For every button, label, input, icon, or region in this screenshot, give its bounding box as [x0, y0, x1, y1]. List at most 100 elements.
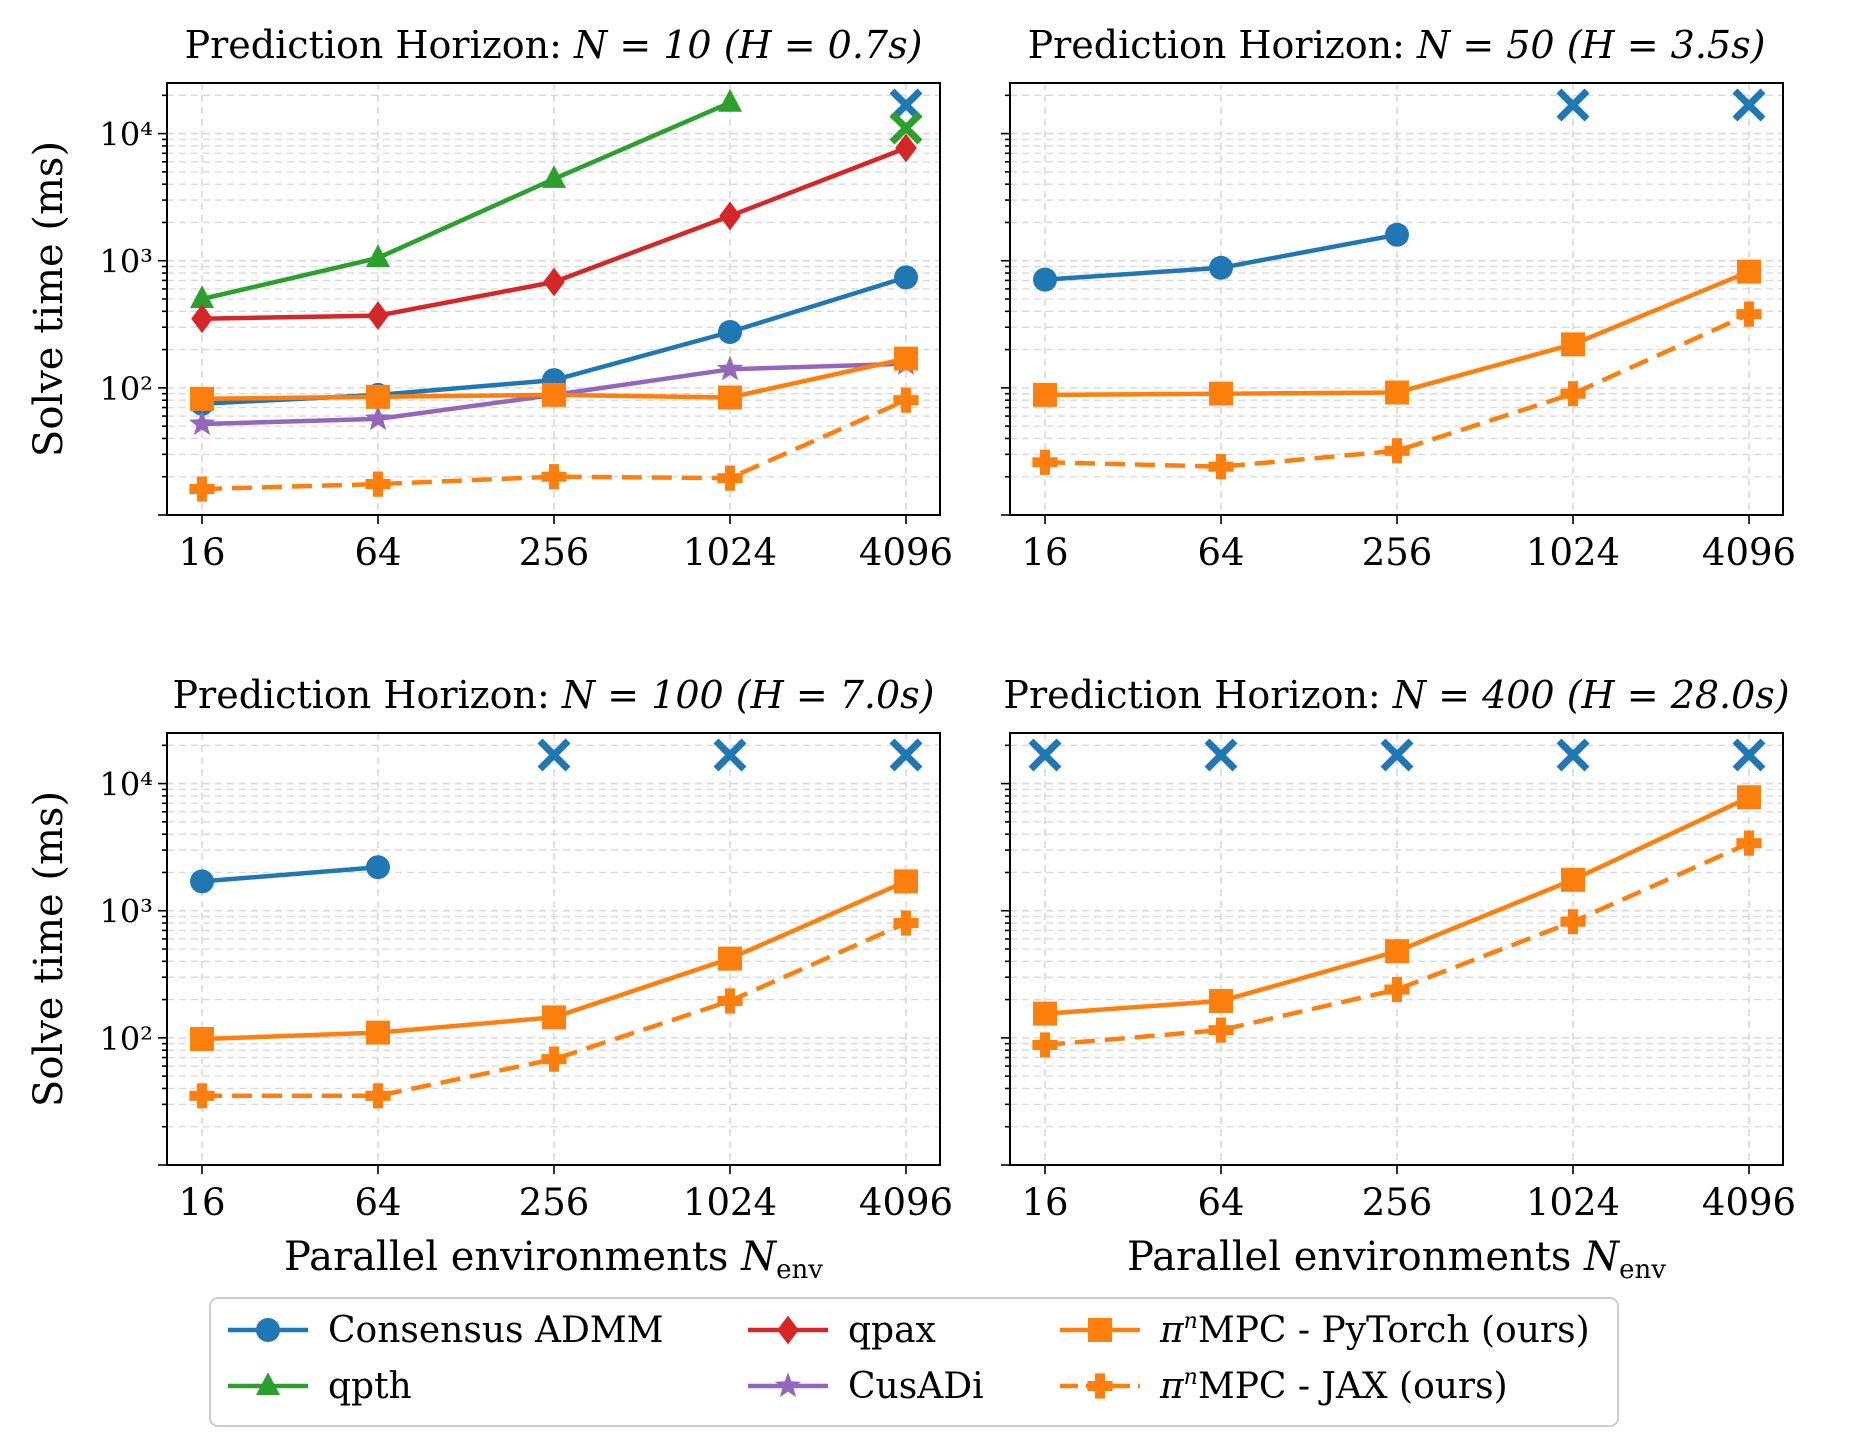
legend-label-text: MPC - JAX (ours) [1198, 1366, 1508, 1407]
legend-label-pi: π [1159, 1310, 1185, 1351]
x-tick-label: 16 [1021, 531, 1068, 574]
data-point [542, 165, 566, 188]
legend-item: CusADi [748, 1366, 984, 1407]
data-point [1561, 867, 1585, 892]
x-tick-label: 4096 [859, 531, 953, 574]
legend-marker [256, 1318, 280, 1342]
data-point [543, 267, 565, 297]
data-point [1385, 380, 1409, 405]
y-tick-label: 10⁴ [99, 766, 153, 804]
data-point [542, 382, 566, 407]
series-line [1044, 841, 1750, 1048]
x-label-sub: env [1619, 1255, 1666, 1285]
series-admm [1033, 88, 1766, 292]
data-point [893, 387, 919, 413]
legend-item: qpth [228, 1366, 412, 1407]
data-point [1033, 382, 1057, 407]
x-tick-label: 64 [1197, 1181, 1244, 1224]
data-point [366, 1020, 390, 1045]
fail-marker-stroke [537, 738, 571, 772]
title-prefix: Prediction Horizon: [1028, 23, 1417, 67]
legend-item: πnMPC - JAX (ours) [1060, 1365, 1508, 1407]
legend-marker [1088, 1318, 1112, 1342]
data-point [1560, 909, 1586, 935]
y-axis-label: Solve time (ms) [26, 141, 72, 457]
data-point [366, 244, 390, 268]
series-qpax [191, 133, 917, 334]
fail-marker [1204, 738, 1238, 772]
data-point [1561, 332, 1585, 357]
data-point [1209, 988, 1233, 1013]
legend-label-pi: π [1159, 1366, 1185, 1407]
data-point [1032, 449, 1058, 475]
data-point [1209, 381, 1233, 406]
x-tick-label: 1024 [1526, 531, 1620, 574]
data-point [366, 855, 390, 880]
fail-marker [1732, 738, 1766, 772]
title-horizon-h: (H = 0.7s) [712, 23, 923, 67]
y-tick-label: 10³ [99, 243, 153, 281]
x-label-sub: env [776, 1255, 823, 1285]
legend-label: qpth [328, 1366, 412, 1407]
data-point [366, 384, 390, 409]
data-point [541, 1046, 567, 1072]
data-point [191, 304, 213, 334]
data-point [189, 1083, 215, 1109]
data-point [1209, 255, 1233, 280]
data-point [1737, 785, 1761, 810]
title-horizon-n: N = 400 [1392, 673, 1555, 717]
data-point [718, 320, 742, 345]
fail-marker-stroke [1556, 88, 1590, 122]
fail-marker [1556, 738, 1590, 772]
legend-item: qpax [748, 1310, 936, 1351]
x-tick-label: 1024 [683, 531, 777, 574]
x-tick-label: 16 [178, 1181, 225, 1224]
series-admm [1028, 738, 1766, 772]
y-tick-label: 10² [99, 1020, 153, 1058]
fail-marker-stroke [1732, 88, 1766, 122]
fail-marker-stroke [1204, 738, 1238, 772]
title-horizon-h: (H = 3.5s) [1555, 23, 1766, 67]
data-point [895, 133, 917, 163]
legend-item: Consensus ADMM [228, 1310, 664, 1351]
series-pimpc_jax [1032, 830, 1762, 1058]
legend-label-sup: n [1184, 1309, 1198, 1334]
series-qpth [190, 88, 923, 308]
title-prefix: Prediction Horizon: [1003, 673, 1392, 717]
series-pimpc_jax [1032, 301, 1762, 480]
axes-frame [1009, 732, 1784, 1166]
fail-marker [1028, 738, 1062, 772]
series-line [1044, 312, 1750, 469]
fail-marker-stroke [889, 111, 923, 145]
series-admm [190, 738, 923, 894]
x-tick-label: 16 [178, 531, 225, 574]
fail-marker [1380, 738, 1414, 772]
y-axis-label: Solve time (ms) [26, 791, 72, 1107]
panel-title: Prediction Horizon: N = 50 (H = 3.5s) [1028, 23, 1766, 67]
data-point [365, 471, 391, 497]
series-line [201, 100, 731, 302]
data-point [718, 385, 742, 410]
fail-marker-stroke [1028, 738, 1062, 772]
data-point [1033, 1001, 1057, 1026]
title-horizon-h: (H = 7.0s) [724, 673, 935, 717]
title-horizon-n: N = 10 [573, 23, 712, 67]
panel-title: Prediction Horizon: N = 100 (H = 7.0s) [172, 673, 934, 717]
data-point [1208, 1017, 1234, 1043]
x-tick-label: 1024 [1526, 1181, 1620, 1224]
data-point [1032, 1032, 1058, 1058]
series-pimpc_torch [1033, 259, 1761, 407]
x-label-main: Parallel environments [284, 1234, 741, 1280]
x-tick-label: 64 [354, 531, 401, 574]
fail-marker [1556, 88, 1590, 122]
panel-3: 16 64 256 1024 4096 10² 10³ 10⁴ Prediction Horiz… [26, 673, 953, 1285]
title-horizon-h: (H = 28.0s) [1555, 673, 1790, 717]
x-tick-label: 4096 [1702, 531, 1796, 574]
fail-marker [1732, 88, 1766, 122]
x-tick-label: 256 [1362, 1181, 1433, 1224]
x-tick-label: 4096 [859, 1181, 953, 1224]
panel-4: 16 64 256 1024 4096 Prediction Horizon: N = 4… [1001, 673, 1796, 1285]
legend-label-text: MPC - PyTorch (ours) [1198, 1310, 1590, 1351]
